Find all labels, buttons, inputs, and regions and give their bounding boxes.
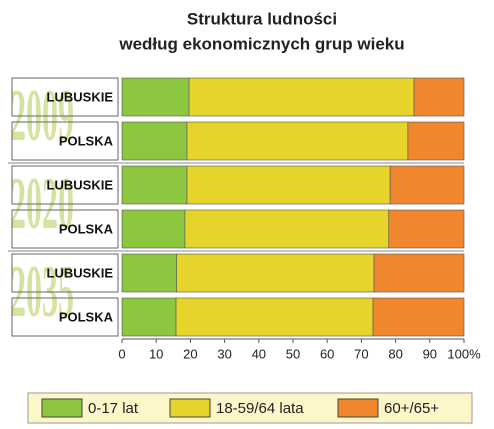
row-label-box: [11, 165, 119, 205]
row-label-box: [11, 77, 119, 117]
bar-segment: [175, 297, 374, 337]
bar-segment: [186, 121, 409, 161]
x-tick-label: 80: [388, 346, 402, 361]
x-tick-label: 100%: [447, 346, 481, 361]
row-label: LUBUSKIE: [47, 177, 114, 192]
legend-swatch: [169, 398, 211, 418]
legend: [27, 392, 473, 424]
bar-segment: [121, 121, 188, 161]
legend-swatch: [337, 398, 379, 418]
legend-label: 18-59/64 lata: [216, 400, 304, 417]
bar-segment: [413, 77, 465, 117]
x-tick-label: 60: [320, 346, 334, 361]
x-tick-label: 30: [217, 346, 231, 361]
row-label-box: [11, 253, 119, 293]
chart-title: według ekonomicznych grup wieku: [118, 34, 404, 53]
bar-segment: [186, 165, 391, 205]
bar-segment: [373, 253, 465, 293]
bar-segment: [121, 77, 190, 117]
x-tick-label: 50: [286, 346, 300, 361]
x-tick-label: 90: [423, 346, 437, 361]
bar-segment: [176, 253, 375, 293]
x-tick-label: 70: [354, 346, 368, 361]
row-label-box: [11, 121, 119, 161]
legend-label: 60+/65+: [384, 400, 439, 417]
row-label: LUBUSKIE: [47, 89, 114, 104]
bar-segment: [388, 209, 465, 249]
row-label: POLSKA: [59, 221, 114, 236]
x-tick-label: 20: [183, 346, 197, 361]
bar-segment: [184, 209, 390, 249]
x-tick-label: 10: [149, 346, 163, 361]
legend-swatch: [41, 398, 83, 418]
bar-segment: [121, 297, 177, 337]
chart-title: Struktura ludności: [187, 9, 337, 28]
bar-segment: [389, 165, 465, 205]
row-label-box: [11, 209, 119, 249]
bar-segment: [188, 77, 415, 117]
row-label: POLSKA: [59, 133, 114, 148]
bar-segment: [407, 121, 465, 161]
row-label: LUBUSKIE: [47, 265, 114, 280]
row-label: POLSKA: [59, 309, 114, 324]
bar-segment: [372, 297, 465, 337]
x-tick-label: 0: [118, 346, 125, 361]
bar-segment: [121, 253, 178, 293]
x-tick-label: 40: [252, 346, 266, 361]
legend-label: 0-17 lat: [88, 400, 139, 417]
bar-segment: [121, 165, 188, 205]
bar-segment: [121, 209, 186, 249]
row-label-box: [11, 297, 119, 337]
